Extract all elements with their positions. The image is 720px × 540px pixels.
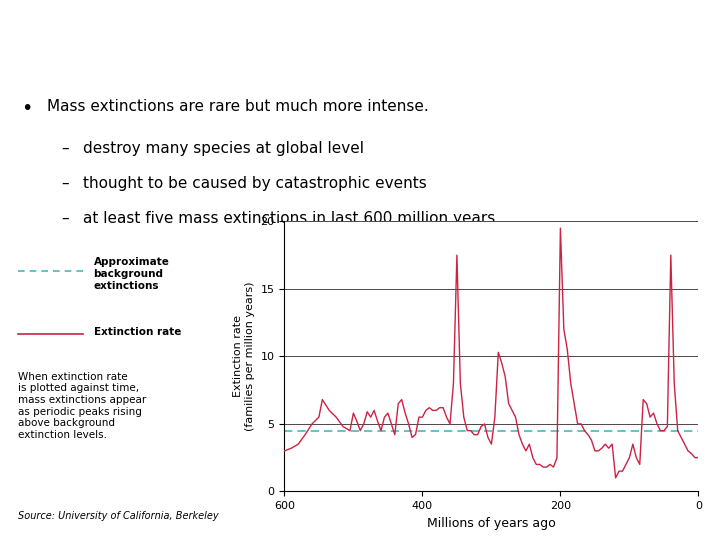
Y-axis label: Extinction rate
(families per million years): Extinction rate (families per million ye… xyxy=(233,282,255,431)
Text: Approximate
background
extinctions: Approximate background extinctions xyxy=(94,258,169,291)
Text: destroy many species at global level: destroy many species at global level xyxy=(83,140,364,156)
Text: –: – xyxy=(61,176,69,191)
Text: at least five mass extinctions in last 600 million years: at least five mass extinctions in last 6… xyxy=(83,211,495,226)
X-axis label: Millions of years ago: Millions of years ago xyxy=(427,517,556,530)
Text: When extinction rate
is plotted against time,
mass extinctions appear
as periodi: When extinction rate is plotted against … xyxy=(18,372,146,440)
Text: Extinction rate: Extinction rate xyxy=(94,327,181,338)
Text: Source: University of California, Berkeley: Source: University of California, Berkel… xyxy=(18,511,219,521)
Text: thought to be caused by catastrophic events: thought to be caused by catastrophic eve… xyxy=(83,176,426,191)
Text: –: – xyxy=(61,211,69,226)
Text: 11.6 Patterns in Evolution: 11.6 Patterns in Evolution xyxy=(11,24,358,49)
Text: –: – xyxy=(61,140,69,156)
Text: •: • xyxy=(22,99,33,118)
Text: Mass extinctions are rare but much more intense.: Mass extinctions are rare but much more … xyxy=(47,99,428,113)
